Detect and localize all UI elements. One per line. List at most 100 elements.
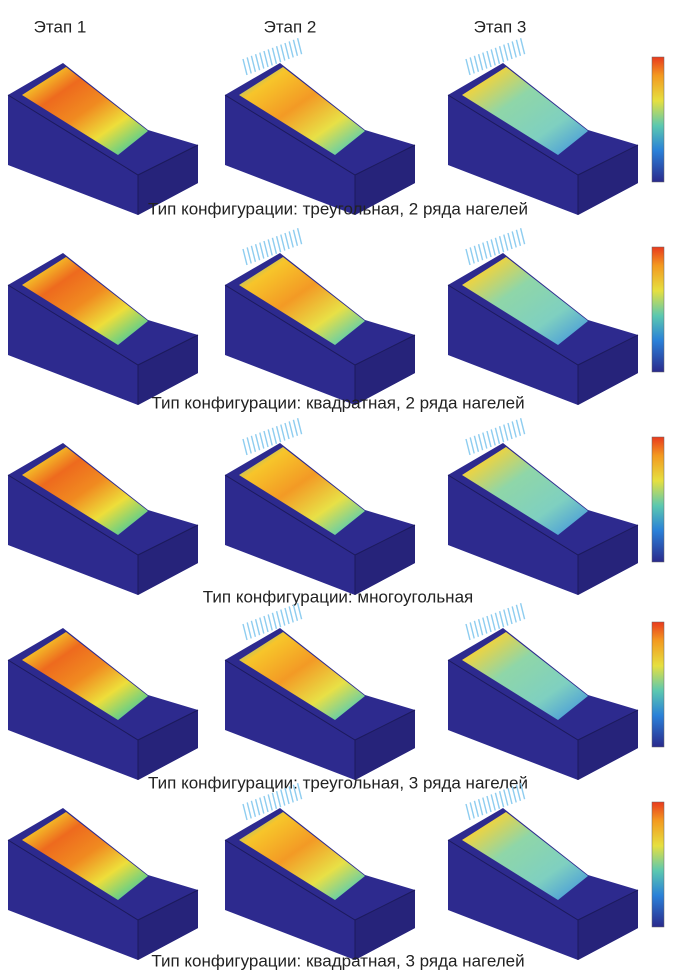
colorbar — [651, 801, 665, 928]
slope-surface — [22, 447, 148, 535]
nail — [263, 240, 269, 258]
nail — [511, 421, 517, 438]
model-side — [355, 525, 415, 595]
slope-model — [224, 603, 416, 780]
nail — [486, 430, 492, 448]
nail — [271, 612, 278, 629]
model-side — [355, 710, 415, 780]
slope-surface — [22, 812, 148, 900]
nail — [250, 245, 257, 262]
slope-surface — [462, 447, 588, 535]
nail — [242, 58, 248, 76]
caption: Тип конфигурации: многоугольная — [203, 587, 473, 606]
slope-surface — [462, 812, 588, 900]
nail — [284, 232, 290, 250]
nail — [296, 783, 303, 800]
nail — [280, 424, 286, 441]
colorbar — [651, 56, 665, 183]
colorbar — [651, 246, 665, 373]
nail — [519, 38, 526, 55]
slope-surface — [239, 812, 365, 900]
nail — [490, 794, 496, 811]
nail — [296, 418, 303, 435]
nail — [465, 248, 471, 266]
nail — [246, 57, 252, 74]
nail — [477, 54, 484, 71]
nail — [284, 422, 290, 440]
model-side — [138, 525, 198, 595]
nail — [275, 236, 282, 253]
nail — [267, 614, 273, 631]
model-side — [355, 890, 415, 960]
nail — [469, 437, 475, 454]
nail — [477, 244, 484, 261]
nail — [292, 419, 299, 436]
nail — [292, 229, 299, 246]
nail — [482, 617, 488, 634]
slope-surface — [22, 67, 148, 155]
nail — [284, 787, 290, 805]
nail — [242, 803, 248, 821]
nail — [288, 41, 294, 58]
model-side — [138, 710, 198, 780]
nail — [498, 791, 505, 808]
nail — [271, 792, 278, 809]
nail — [292, 784, 299, 801]
slope-model — [7, 808, 199, 960]
nail — [515, 39, 522, 56]
nail — [486, 240, 492, 258]
nail — [494, 792, 501, 809]
slope-model — [224, 228, 416, 405]
nail — [511, 786, 517, 803]
model-side — [578, 890, 638, 960]
nail — [465, 438, 471, 456]
nail — [469, 802, 475, 819]
stage-label: Этап 2 — [264, 17, 317, 36]
nail — [469, 247, 475, 264]
nail — [473, 800, 480, 817]
slope-model — [224, 418, 416, 595]
nail — [473, 55, 480, 72]
nail — [246, 802, 252, 819]
nail — [469, 57, 475, 74]
model-side — [578, 710, 638, 780]
nail — [246, 622, 252, 639]
slope-model — [447, 418, 639, 595]
nail — [259, 797, 265, 814]
nail — [259, 52, 265, 69]
nail — [292, 604, 299, 621]
nail — [263, 50, 269, 68]
nail — [469, 622, 475, 639]
slope-surface — [22, 632, 148, 720]
nail — [275, 611, 282, 628]
slope-model — [7, 63, 199, 215]
nail — [254, 619, 261, 636]
nail — [507, 232, 513, 250]
model-side — [138, 890, 198, 960]
nail — [482, 52, 488, 69]
nail — [254, 244, 261, 261]
nail — [507, 42, 513, 60]
nail — [284, 607, 290, 625]
nail — [465, 803, 471, 821]
nail — [259, 242, 265, 259]
nail — [288, 786, 294, 803]
nail — [465, 58, 471, 76]
slope-surface — [462, 632, 588, 720]
colorbar — [651, 436, 665, 563]
nail — [280, 44, 286, 61]
nail — [498, 46, 505, 63]
nail — [242, 438, 248, 456]
nail — [511, 41, 517, 58]
nail — [477, 619, 484, 636]
nail — [503, 609, 509, 626]
nail — [490, 429, 496, 446]
nail — [498, 426, 505, 443]
nail — [267, 239, 273, 256]
nail — [519, 418, 526, 435]
nail — [503, 789, 509, 806]
nail — [503, 234, 509, 251]
nail — [288, 231, 294, 248]
nail — [254, 799, 261, 816]
slope-surface — [239, 257, 365, 345]
